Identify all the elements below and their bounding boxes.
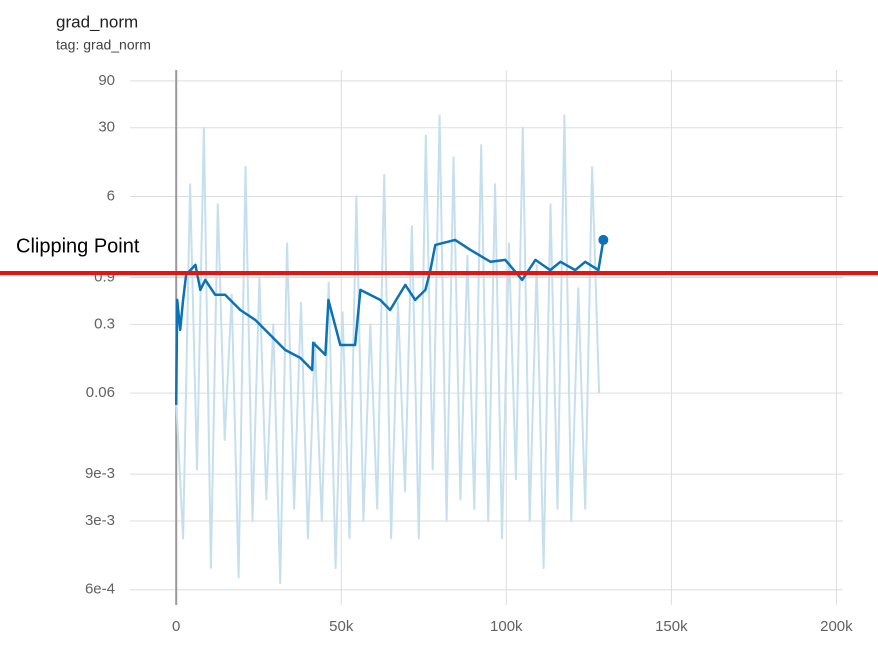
y-tick-label: 0.06 [86, 384, 115, 401]
y-tick-label: 6e-4 [85, 581, 115, 598]
y-tick-label: 9e-3 [85, 465, 115, 482]
y-tick-label: 6 [107, 187, 115, 204]
y-tick-label: 30 [98, 119, 115, 136]
last-point [598, 234, 609, 245]
x-tick-label: 100k [490, 618, 523, 635]
series-line [175, 114, 601, 585]
chart-title: grad_norm [56, 12, 138, 31]
annotation-label: Clipping Point [16, 235, 140, 257]
x-tick-label: 0 [172, 618, 180, 635]
annotation-bg [12, 232, 162, 261]
y-tick-label: 0.3 [94, 315, 115, 332]
chart-subtitle: tag: grad_norm [56, 37, 151, 53]
x-tick-label: 50k [329, 618, 354, 635]
x-tick-label: 200k [820, 618, 853, 635]
y-tick-label: 3e-3 [85, 512, 115, 529]
x-tick-label: 150k [655, 618, 688, 635]
y-tick-label: 90 [98, 72, 115, 89]
